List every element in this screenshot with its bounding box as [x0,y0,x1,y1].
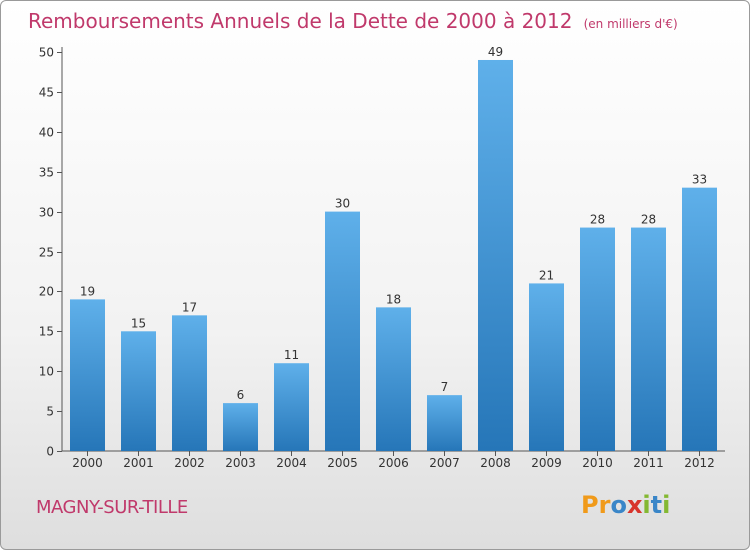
bar-value-label: 49 [488,45,503,59]
y-tick-label: 10 [39,365,54,379]
y-tick-label: 45 [39,86,54,100]
x-tick-label: 2010 [582,456,613,470]
x-tick-label: 2009 [531,456,562,470]
y-tick-label: 40 [39,126,54,140]
bar [325,211,360,451]
bar-value-label: 28 [641,213,656,227]
y-tick-label: 15 [39,325,54,339]
bar [427,395,462,451]
logo-letter: x [626,491,643,519]
logo-letter: P [581,491,599,519]
bar-value-label: 6 [237,388,245,402]
bar-value-label: 30 [335,197,350,211]
x-tick-label: 2007 [429,456,460,470]
y-tick-label: 50 [39,46,54,60]
y-tick-label: 0 [46,445,54,459]
bar-value-label: 33 [692,173,707,187]
bar [682,187,717,451]
x-tick-label: 2002 [174,456,205,470]
logo-letter: i [642,491,651,519]
x-tick-label: 2003 [225,456,256,470]
bar [121,331,156,451]
chart-title: Remboursements Annuels de la Dette de 20… [28,9,573,33]
x-tick-label: 2011 [633,456,664,470]
bar [529,283,564,451]
bar-value-label: 21 [539,268,554,282]
x-tick-label: 2012 [684,456,715,470]
y-tick-label: 30 [39,206,54,220]
bar [223,403,258,451]
bar [580,227,615,451]
location-label: MAGNY-SUR-TILLE [36,497,188,518]
bar-value-label: 28 [590,213,605,227]
chart-subtitle: (en milliers d'€) [583,17,678,31]
logo-letter: t [650,491,663,519]
y-tick-label: 25 [39,246,54,260]
logo-letter: i [662,491,671,519]
y-tick-label: 35 [39,166,54,180]
logo-letter: o [610,491,627,519]
chart-title-block: Remboursements Annuels de la Dette de 20… [28,9,678,33]
bar-value-label: 17 [182,300,197,314]
bar [376,307,411,451]
x-tick-label: 2006 [378,456,409,470]
bar-value-label: 15 [131,316,146,330]
logo-letter: r [598,491,611,519]
bar-value-label: 19 [80,284,95,298]
x-tick-label: 2008 [480,456,511,470]
bar [172,315,207,451]
bar [274,363,309,451]
bar-value-label: 7 [441,380,449,394]
proxiti-logo: Proxiti [581,491,670,519]
bar [478,59,513,451]
bar [631,227,666,451]
x-tick-label: 2005 [327,456,358,470]
bar [70,299,105,451]
bar-value-label: 11 [284,348,299,362]
x-tick-label: 2004 [276,456,307,470]
x-tick-label: 2000 [72,456,103,470]
bar-value-label: 18 [386,292,401,306]
y-tick-label: 20 [39,285,54,299]
y-tick-label: 5 [46,405,54,419]
x-tick-label: 2001 [123,456,154,470]
